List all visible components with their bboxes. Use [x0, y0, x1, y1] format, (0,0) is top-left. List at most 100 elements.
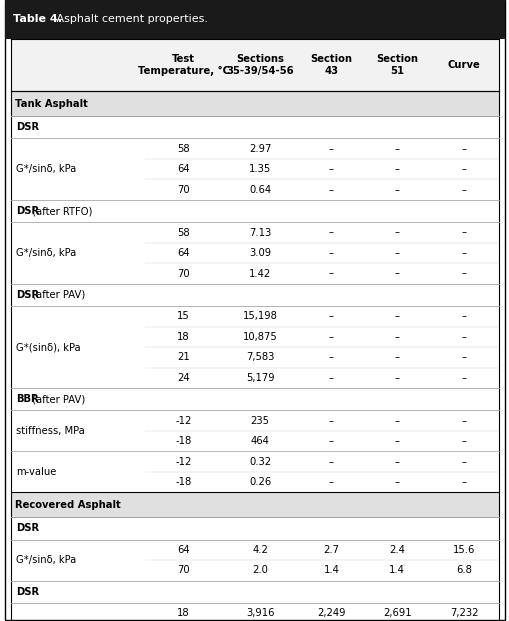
- Text: –: –: [328, 332, 333, 342]
- Text: -18: -18: [175, 477, 191, 487]
- Text: 18: 18: [177, 332, 189, 342]
- Text: G*/sinδ, kPa: G*/sinδ, kPa: [16, 248, 76, 258]
- Text: –: –: [394, 477, 399, 487]
- Text: 70: 70: [177, 184, 189, 195]
- Text: –: –: [328, 456, 333, 467]
- Text: DSR: DSR: [16, 122, 39, 132]
- Bar: [11, 91, 498, 116]
- Text: –: –: [328, 311, 333, 322]
- Text: –: –: [328, 227, 333, 238]
- Text: 1.42: 1.42: [248, 268, 271, 279]
- Text: –: –: [328, 352, 333, 363]
- Text: (after PAV): (after PAV): [29, 394, 84, 404]
- Bar: [11, 39, 498, 91]
- Text: 70: 70: [177, 268, 189, 279]
- Text: 2,249: 2,249: [317, 608, 345, 619]
- Text: 3.09: 3.09: [248, 248, 271, 258]
- Text: G*/sinδ, kPa: G*/sinδ, kPa: [16, 555, 76, 565]
- Text: –: –: [328, 248, 333, 258]
- Text: 58: 58: [177, 143, 189, 154]
- Text: 70: 70: [177, 565, 189, 576]
- Text: BBR: BBR: [16, 394, 39, 404]
- Text: -12: -12: [175, 456, 191, 467]
- Text: 15: 15: [177, 311, 189, 322]
- Text: 235: 235: [250, 415, 269, 426]
- Text: –: –: [328, 184, 333, 195]
- Text: (after PAV): (after PAV): [29, 290, 84, 300]
- Text: –: –: [394, 164, 399, 175]
- Text: 21: 21: [177, 352, 189, 363]
- Text: stiffness, MPa: stiffness, MPa: [16, 426, 85, 436]
- Text: –: –: [328, 268, 333, 279]
- Text: 1.35: 1.35: [248, 164, 271, 175]
- Text: –: –: [461, 477, 466, 487]
- Text: 6.8: 6.8: [456, 565, 471, 576]
- Text: 5,179: 5,179: [245, 373, 274, 383]
- Text: 2.0: 2.0: [251, 565, 268, 576]
- Text: –: –: [394, 332, 399, 342]
- Text: –: –: [461, 268, 466, 279]
- Text: 2.7: 2.7: [323, 545, 339, 555]
- Text: 15.6: 15.6: [453, 545, 474, 555]
- Text: DSR: DSR: [16, 206, 39, 216]
- Text: 2.4: 2.4: [388, 545, 405, 555]
- Text: 15,198: 15,198: [242, 311, 277, 322]
- Text: 7,583: 7,583: [245, 352, 274, 363]
- Bar: [5, 0, 504, 39]
- Text: –: –: [461, 227, 466, 238]
- Text: m-value: m-value: [16, 467, 56, 477]
- Text: G*(sinδ), kPa: G*(sinδ), kPa: [16, 342, 81, 352]
- Text: 7.13: 7.13: [248, 227, 271, 238]
- Text: –: –: [328, 143, 333, 154]
- Text: 2,691: 2,691: [382, 608, 411, 619]
- Text: 0.26: 0.26: [248, 477, 271, 487]
- Text: –: –: [461, 373, 466, 383]
- Text: 2.97: 2.97: [248, 143, 271, 154]
- Text: -12: -12: [175, 415, 191, 426]
- Text: Tank Asphalt: Tank Asphalt: [15, 99, 88, 109]
- Text: 0.32: 0.32: [248, 456, 271, 467]
- Text: Curve: Curve: [447, 60, 480, 70]
- Text: –: –: [461, 248, 466, 258]
- Text: –: –: [461, 184, 466, 195]
- Text: –: –: [461, 436, 466, 446]
- Text: –: –: [328, 415, 333, 426]
- Text: 58: 58: [177, 227, 189, 238]
- Text: –: –: [394, 352, 399, 363]
- Text: DSR: DSR: [16, 587, 39, 597]
- Text: –: –: [394, 436, 399, 446]
- Text: –: –: [461, 332, 466, 342]
- Text: –: –: [328, 373, 333, 383]
- Text: G*/sinδ, kPa: G*/sinδ, kPa: [16, 164, 76, 175]
- Text: 3,916: 3,916: [245, 608, 274, 619]
- Text: 7,232: 7,232: [449, 608, 477, 619]
- Text: 1.4: 1.4: [323, 565, 339, 576]
- Text: –: –: [328, 477, 333, 487]
- Text: –: –: [461, 456, 466, 467]
- Text: –: –: [328, 164, 333, 175]
- Text: –: –: [461, 415, 466, 426]
- Text: –: –: [394, 373, 399, 383]
- Text: –: –: [394, 227, 399, 238]
- Text: Asphalt cement properties.: Asphalt cement properties.: [52, 14, 207, 24]
- Bar: [11, 492, 498, 517]
- Text: Table 4.: Table 4.: [13, 14, 62, 24]
- Text: –: –: [394, 415, 399, 426]
- Text: Sections
35-39/54-56: Sections 35-39/54-56: [226, 54, 293, 76]
- Text: –: –: [394, 143, 399, 154]
- Text: Recovered Asphalt: Recovered Asphalt: [15, 500, 121, 510]
- Text: 10,875: 10,875: [242, 332, 277, 342]
- Text: 464: 464: [250, 436, 269, 446]
- Text: 64: 64: [177, 248, 189, 258]
- Text: 1.4: 1.4: [388, 565, 405, 576]
- Text: –: –: [394, 184, 399, 195]
- Text: 18: 18: [177, 608, 189, 619]
- Text: Test
Temperature, °C: Test Temperature, °C: [137, 54, 229, 76]
- Text: –: –: [394, 311, 399, 322]
- Text: –: –: [461, 164, 466, 175]
- Text: Section
43: Section 43: [310, 54, 352, 76]
- Text: –: –: [461, 311, 466, 322]
- Text: 64: 64: [177, 545, 189, 555]
- Text: –: –: [394, 248, 399, 258]
- Text: –: –: [394, 456, 399, 467]
